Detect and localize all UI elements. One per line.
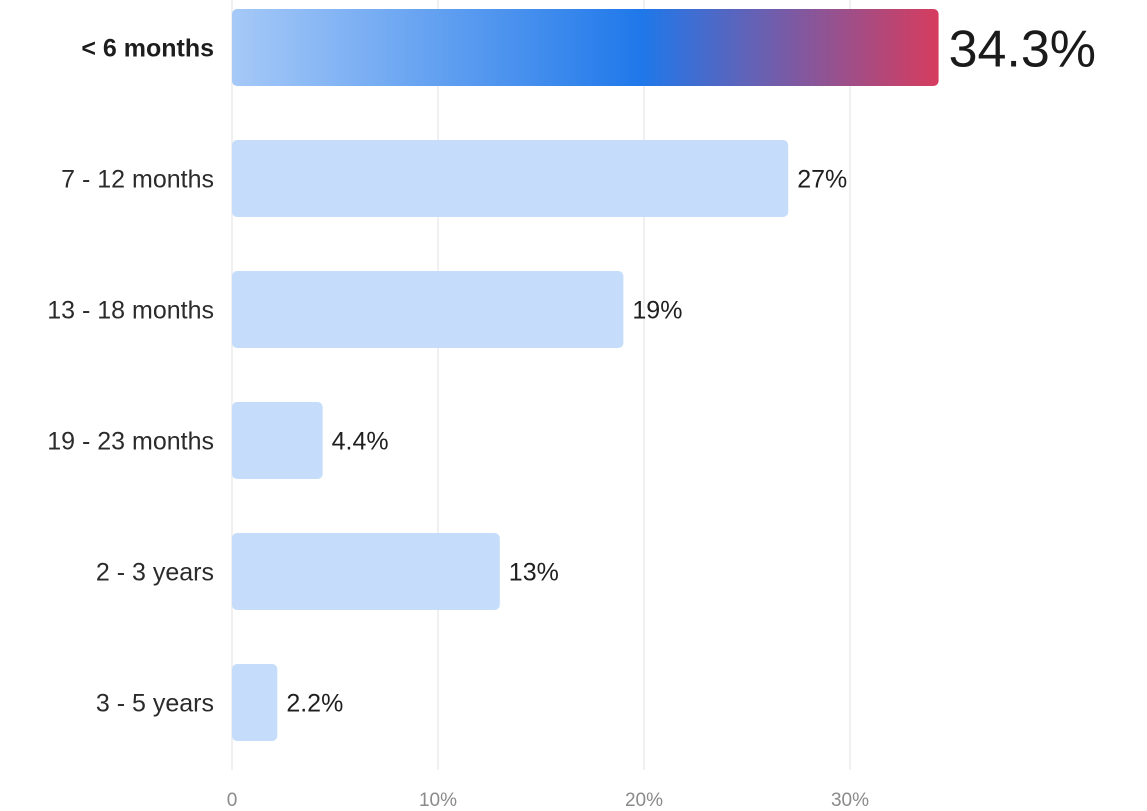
bars — [232, 9, 939, 741]
category-label: 2 - 3 years — [96, 559, 214, 587]
labels: < 6 months 34.3% 7 - 12 months 27% 13 - 18 m… — [47, 21, 1096, 718]
value-label: 13% — [509, 559, 559, 587]
bar — [232, 664, 278, 741]
value-label: 34.3% — [949, 21, 1096, 79]
value-label: 2.2% — [286, 690, 343, 718]
bar — [232, 271, 624, 348]
x-tick-label: 10% — [419, 790, 457, 811]
category-label: 13 - 18 months — [47, 297, 214, 325]
bar — [232, 140, 789, 217]
category-label: 3 - 5 years — [96, 690, 214, 718]
category-label: 19 - 23 months — [47, 428, 214, 456]
grid-lines — [231, 0, 851, 770]
category-label: < 6 months — [81, 35, 214, 63]
x-axis-ticks: 0 10% 20% 30% — [227, 790, 869, 811]
value-label: 4.4% — [332, 428, 389, 456]
x-tick-label: 0 — [227, 790, 238, 811]
value-label: 19% — [632, 297, 682, 325]
value-label: 27% — [797, 166, 847, 194]
x-tick-label: 20% — [625, 790, 663, 811]
x-tick-label: 30% — [831, 790, 869, 811]
bar — [232, 533, 500, 610]
bar — [232, 402, 323, 479]
bar-highlight — [232, 9, 939, 86]
category-label: 7 - 12 months — [61, 166, 214, 194]
